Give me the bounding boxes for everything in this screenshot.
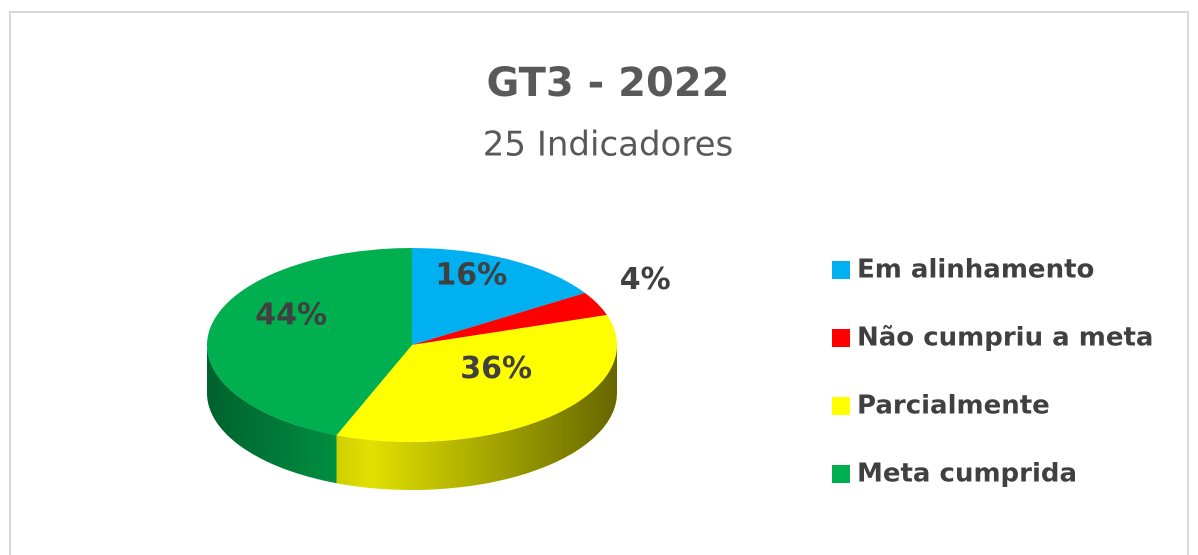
pie-slice xyxy=(336,315,618,442)
chart-title: GT3 - 2022 xyxy=(486,60,729,106)
pie-slice xyxy=(412,293,607,345)
pie-side-shade xyxy=(336,345,617,491)
data-label: 4% xyxy=(620,262,671,297)
pie-slice xyxy=(207,247,412,436)
pie: 16% 4% 36% 44% xyxy=(207,247,671,491)
legend-label: Em alinhamento xyxy=(857,255,1094,285)
legend-label: Não cumpriu a meta xyxy=(857,323,1153,353)
legend-swatch xyxy=(832,261,850,279)
data-label: 16% xyxy=(435,257,507,292)
legend-swatch xyxy=(832,329,850,347)
legend-label: Meta cumprida xyxy=(857,459,1077,489)
chart-frame xyxy=(9,11,1189,555)
legend-swatch xyxy=(832,397,850,415)
legend-label: Parcialmente xyxy=(857,391,1050,421)
legend: Em alinhamento Não cumpriu a meta Parcialm… xyxy=(832,255,1153,489)
pie-slice xyxy=(412,248,586,345)
legend-swatch xyxy=(832,465,850,483)
data-label: 36% xyxy=(460,351,532,386)
chart-subtitle: 25 Indicadores xyxy=(483,125,733,165)
pie-side-shade xyxy=(207,345,337,484)
data-label: 44% xyxy=(255,298,327,333)
